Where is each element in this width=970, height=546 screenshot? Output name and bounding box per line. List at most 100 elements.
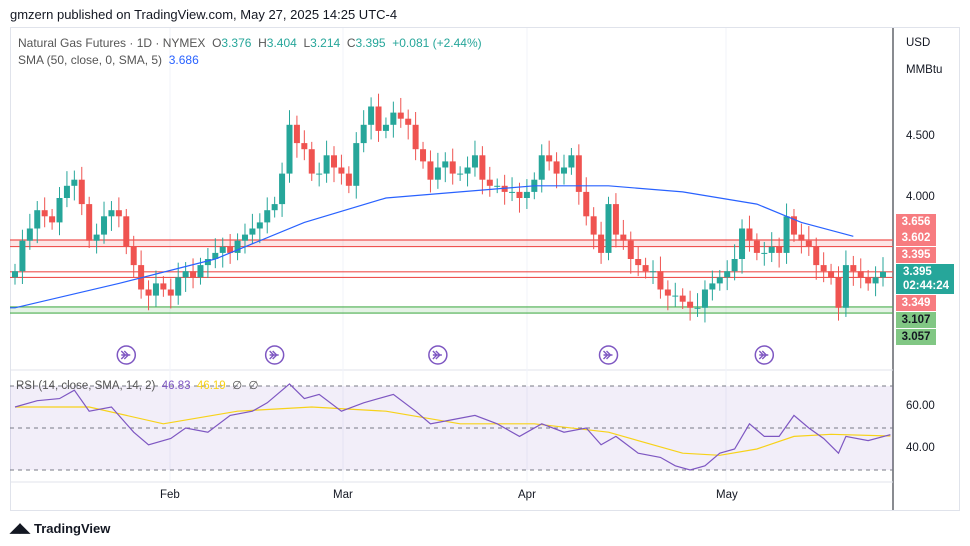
time-tick: May [716, 489, 738, 501]
candle-body [761, 252, 768, 254]
candle-body [420, 149, 427, 162]
candle-body [739, 228, 746, 259]
candle-body [108, 210, 115, 217]
candle-body [12, 271, 18, 278]
candle-body [509, 191, 516, 193]
candle-body [197, 265, 204, 278]
symbol-label: Natural Gas Futures · 1D · NYMEX [18, 36, 206, 50]
candle-body [842, 265, 849, 308]
rsi-label: RSI (14, close, SMA, 14, 2) [16, 380, 156, 392]
candle-body [434, 167, 441, 180]
rsi-sma-value: 46.19 [196, 380, 226, 392]
candle-body [86, 204, 93, 241]
candle-body [560, 167, 567, 174]
candle-body [160, 283, 167, 290]
candle-body [546, 155, 553, 162]
tradingview-logo[interactable]: ◢◣ TradingView [10, 520, 110, 536]
candle-body [271, 204, 278, 211]
candle-body [331, 155, 338, 168]
candle-body [687, 301, 694, 308]
candle-body [405, 118, 412, 125]
close-value: 3.395 [355, 36, 386, 50]
bar-countdown: 02:44:24 [903, 280, 950, 292]
level-label: 3.349 [896, 295, 936, 311]
candle-body [731, 259, 738, 272]
candle-body [264, 210, 271, 223]
rsi-extra-1: ∅ [232, 380, 243, 392]
candle-body [360, 124, 367, 144]
candle-body [553, 161, 560, 174]
candle-body [49, 216, 56, 223]
rsi-tick: 60.00 [906, 400, 935, 412]
candle-body [34, 210, 41, 229]
signal-arrow-icon [754, 345, 775, 365]
candle-body [145, 289, 152, 296]
time-tick: Mar [333, 489, 353, 501]
candle-body [397, 112, 404, 119]
candle-body [598, 234, 605, 253]
level-label: 3.057 [896, 329, 936, 345]
candle-body [308, 149, 315, 174]
signal-arrow-icon [428, 345, 448, 365]
time-tick: Feb [160, 489, 180, 501]
candle-body [612, 204, 619, 235]
candle-body [850, 265, 857, 272]
rsi-sma-line [15, 406, 891, 456]
candle-body [256, 222, 263, 229]
rsi-line [14, 383, 891, 471]
candle-body [820, 265, 827, 272]
rsi-value: 46.83 [161, 380, 191, 392]
candle-body [457, 173, 464, 175]
resistance-zone [10, 239, 893, 247]
candle-body [175, 277, 182, 296]
candle-body [123, 216, 130, 247]
candle-body [241, 234, 248, 241]
candle-body [471, 155, 478, 168]
sma-value: 3.686 [168, 53, 199, 67]
level-label: 3.656 [896, 214, 936, 230]
signal-arrow-icon [116, 345, 137, 365]
candle-body [78, 179, 85, 205]
candle-body [56, 198, 63, 223]
candle-body [449, 161, 456, 174]
candle-body [353, 143, 360, 186]
candle-body [219, 246, 226, 253]
candle-body [101, 216, 108, 235]
candle-body [338, 167, 345, 174]
candle-body [627, 240, 634, 259]
candle-body [63, 185, 70, 198]
signal-arrow-icon [598, 345, 619, 365]
h-label: H [258, 36, 267, 50]
candle-body [664, 289, 671, 296]
high-value: 3.404 [266, 36, 297, 50]
candle-body [642, 265, 649, 272]
candle-body [227, 246, 234, 253]
candle-body [783, 216, 790, 253]
change-value: +0.081 (+2.44%) [392, 36, 482, 50]
level-label: 3.107 [896, 312, 936, 328]
open-value: 3.376 [221, 36, 252, 50]
candle-body [694, 307, 701, 309]
currency-label: USD [906, 37, 931, 49]
candle-body [212, 252, 219, 259]
candle-body [872, 277, 879, 284]
candle-body [301, 143, 308, 150]
candle-body [805, 240, 812, 247]
candle-body [167, 289, 174, 296]
brand-name: TradingView [34, 520, 111, 536]
candle-body [368, 106, 375, 125]
candle-body [679, 295, 686, 302]
current-price-label: 3.395 02:44:24 [896, 264, 954, 294]
candle-body [635, 259, 642, 266]
candle-body [768, 246, 775, 253]
sma-line [10, 185, 854, 309]
candle-body [790, 216, 797, 235]
level-label: 3.602 [896, 230, 936, 246]
candle-body [234, 240, 241, 253]
candle-body [486, 179, 493, 186]
candle-body [501, 185, 508, 192]
unit-label: MMBtu [906, 64, 943, 76]
candle-body [375, 106, 382, 131]
candle-body [130, 246, 137, 266]
